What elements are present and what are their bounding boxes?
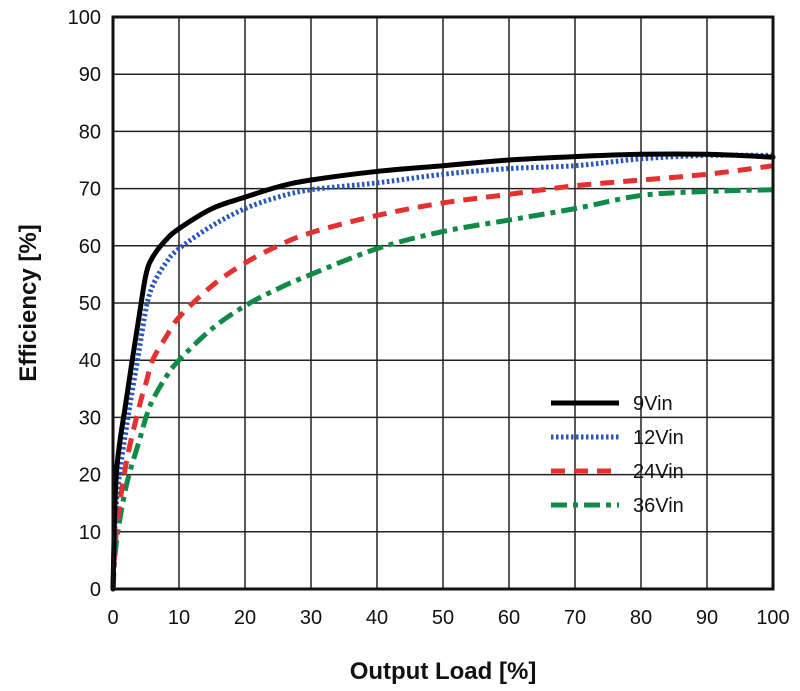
y-tick-label: 30	[79, 407, 101, 429]
x-tick-label: 70	[564, 607, 586, 629]
y-tick-label: 50	[79, 293, 101, 315]
y-tick-label: 70	[79, 179, 101, 201]
series-line-36vin	[110, 187, 774, 590]
y-tick-label: 20	[79, 465, 101, 487]
x-tick-label: 40	[366, 607, 388, 629]
y-tick-label: 0	[90, 579, 101, 601]
x-tick-label: 30	[300, 607, 322, 629]
x-tick-label: 90	[696, 607, 718, 629]
x-tick-label: 60	[498, 607, 520, 629]
x-tick-label: 80	[630, 607, 652, 629]
y-tick-label: 100	[68, 7, 101, 29]
y-tick-label: 10	[79, 522, 101, 544]
legend-label-9vin: 9Vin	[633, 393, 673, 415]
tick-layer: 0 10 20 30 40 50 60 70 80 90 100 0 10 20 30 40 50 60 70 80 9…	[68, 7, 790, 629]
series-layer	[110, 151, 776, 592]
plot-frame	[111, 15, 775, 591]
y-axis-label: Efficiency [%]	[15, 224, 42, 381]
x-tick-label: 20	[234, 607, 256, 629]
y-tick-label: 90	[79, 64, 101, 86]
x-tick-label: 10	[168, 607, 190, 629]
series-line-9vin	[110, 151, 776, 592]
y-tick-label: 40	[79, 350, 101, 372]
x-axis-label: Output Load [%]	[350, 658, 537, 685]
legend: 9Vin 12Vin 24Vin 36Vin	[551, 393, 684, 517]
x-tick-label: 50	[432, 607, 454, 629]
y-tick-label: 80	[79, 121, 101, 143]
x-tick-label: 100	[756, 607, 789, 629]
legend-label-24vin: 24Vin	[633, 461, 684, 483]
legend-label-36vin: 36Vin	[633, 495, 684, 517]
x-tick-label: 0	[107, 607, 118, 629]
series-line-24vin	[110, 163, 774, 590]
y-tick-label: 60	[79, 236, 101, 258]
grid-layer	[113, 17, 773, 589]
legend-label-12vin: 12Vin	[633, 427, 684, 449]
